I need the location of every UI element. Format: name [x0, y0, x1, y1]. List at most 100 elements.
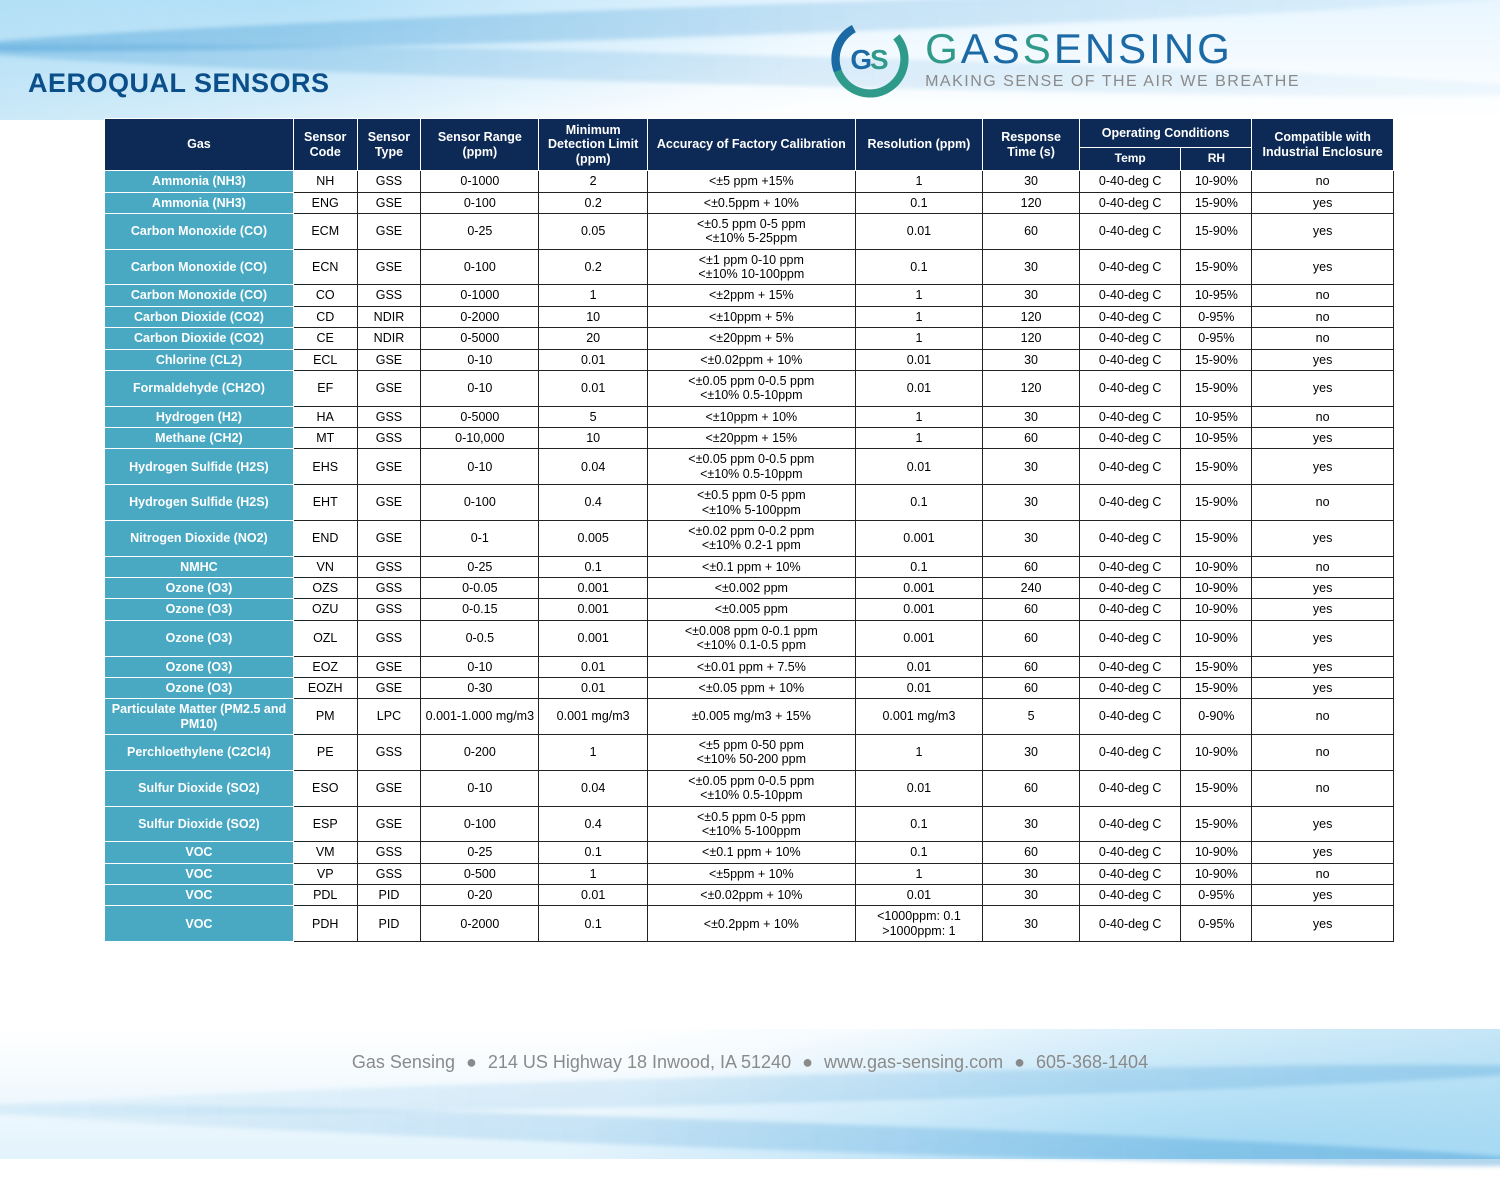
cell-resolution: 0.1: [855, 842, 982, 863]
cell-resolution: 1: [855, 428, 982, 449]
cell-enc: no: [1252, 699, 1394, 735]
cell-mdl: 0.1: [539, 906, 648, 942]
col-mdl: Minimum Detection Limit (ppm): [539, 119, 648, 171]
cell-response: 240: [983, 578, 1080, 599]
cell-response: 120: [983, 328, 1080, 349]
cell-accuracy: <±0.02ppm + 10%: [647, 349, 855, 370]
cell-type: GSS: [357, 842, 421, 863]
cell-range: 0-10,000: [421, 428, 539, 449]
cell-temp: 0-40-deg C: [1079, 192, 1181, 213]
cell-resolution: 0.1: [855, 806, 982, 842]
cell-rh: 0-95%: [1181, 885, 1252, 906]
cell-rh: 10-90%: [1181, 842, 1252, 863]
cell-code: EHS: [293, 449, 357, 485]
cell-range: 0-0.15: [421, 599, 539, 620]
cell-temp: 0-40-deg C: [1079, 306, 1181, 327]
table-row: Ozone (O3)OZSGSS0-0.050.001<±0.002 ppm0.…: [105, 578, 1394, 599]
cell-response: 60: [983, 656, 1080, 677]
cell-accuracy: <±2ppm + 15%: [647, 285, 855, 306]
cell-resolution: 1: [855, 171, 982, 192]
cell-temp: 0-40-deg C: [1079, 370, 1181, 406]
cell-code: HA: [293, 406, 357, 427]
cell-rh: 0-95%: [1181, 306, 1252, 327]
cell-mdl: 0.01: [539, 677, 648, 698]
cell-accuracy: <±0.5 ppm 0-5 ppm<±10% 5-25ppm: [647, 213, 855, 249]
cell-type: GSE: [357, 656, 421, 677]
logo-name: GASSENSING: [925, 28, 1300, 70]
cell-mdl: 0.01: [539, 885, 648, 906]
cell-mdl: 0.001 mg/m3: [539, 699, 648, 735]
cell-accuracy: <±0.01 ppm + 7.5%: [647, 656, 855, 677]
cell-type: NDIR: [357, 306, 421, 327]
table-row: Carbon Monoxide (CO)COGSS0-10001<±2ppm +…: [105, 285, 1394, 306]
cell-temp: 0-40-deg C: [1079, 285, 1181, 306]
cell-enc: yes: [1252, 520, 1394, 556]
cell-temp: 0-40-deg C: [1079, 599, 1181, 620]
cell-code: EHT: [293, 485, 357, 521]
cell-type: GSS: [357, 556, 421, 577]
cell-range: 0-2000: [421, 906, 539, 942]
cell-resolution: 0.001: [855, 599, 982, 620]
logo-mark-icon: G S: [829, 18, 911, 100]
footer-address: 214 US Highway 18 Inwood, IA 51240: [488, 1052, 791, 1072]
table-row: Perchloethylene (C2Cl4)PEGSS0-2001<±5 pp…: [105, 735, 1394, 771]
cell-range: 0-10: [421, 656, 539, 677]
cell-range: 0-10: [421, 349, 539, 370]
cell-response: 30: [983, 349, 1080, 370]
cell-mdl: 0.1: [539, 556, 648, 577]
cell-range: 0.001-1.000 mg/m3: [421, 699, 539, 735]
cell-gas: Sulfur Dioxide (SO2): [105, 770, 294, 806]
cell-rh: 10-90%: [1181, 556, 1252, 577]
cell-resolution: 0.01: [855, 677, 982, 698]
cell-rh: 0-95%: [1181, 328, 1252, 349]
cell-gas: VOC: [105, 885, 294, 906]
cell-accuracy: <±0.1 ppm + 10%: [647, 842, 855, 863]
table-row: VOCPDLPID0-200.01<±0.02ppm + 10%0.01300-…: [105, 885, 1394, 906]
cell-gas: VOC: [105, 906, 294, 942]
cell-accuracy: <±5 ppm +15%: [647, 171, 855, 192]
cell-code: ECL: [293, 349, 357, 370]
cell-code: ECM: [293, 213, 357, 249]
footer-background: [0, 1029, 1500, 1159]
cell-range: 0-25: [421, 213, 539, 249]
cell-type: GSE: [357, 677, 421, 698]
cell-accuracy: <±0.05 ppm 0-0.5 ppm<±10% 0.5-10ppm: [647, 770, 855, 806]
table-row: Ozone (O3)EOZHGSE0-300.01<±0.05 ppm + 10…: [105, 677, 1394, 698]
cell-resolution: 0.01: [855, 213, 982, 249]
cell-response: 30: [983, 249, 1080, 285]
cell-accuracy: <±0.05 ppm + 10%: [647, 677, 855, 698]
cell-accuracy: <±0.5 ppm 0-5 ppm<±10% 5-100ppm: [647, 485, 855, 521]
cell-response: 30: [983, 863, 1080, 884]
table-row: NMHCVNGSS0-250.1<±0.1 ppm + 10%0.1600-40…: [105, 556, 1394, 577]
cell-mdl: 10: [539, 428, 648, 449]
cell-resolution: <1000ppm: 0.1>1000ppm: 1: [855, 906, 982, 942]
cell-range: 0-100: [421, 192, 539, 213]
cell-gas: NMHC: [105, 556, 294, 577]
cell-mdl: 2: [539, 171, 648, 192]
cell-response: 30: [983, 485, 1080, 521]
table-row: Hydrogen Sulfide (H2S)EHTGSE0-1000.4<±0.…: [105, 485, 1394, 521]
cell-temp: 0-40-deg C: [1079, 213, 1181, 249]
cell-rh: 15-90%: [1181, 806, 1252, 842]
cell-enc: yes: [1252, 249, 1394, 285]
cell-temp: 0-40-deg C: [1079, 406, 1181, 427]
cell-type: GSE: [357, 520, 421, 556]
cell-gas: Ammonia (NH3): [105, 171, 294, 192]
table-row: Carbon Dioxide (CO2)CENDIR0-500020<±20pp…: [105, 328, 1394, 349]
cell-type: GSS: [357, 285, 421, 306]
cell-enc: yes: [1252, 806, 1394, 842]
cell-resolution: 1: [855, 863, 982, 884]
table-row: Ozone (O3)OZLGSS0-0.50.001<±0.008 ppm 0-…: [105, 620, 1394, 656]
cell-response: 30: [983, 735, 1080, 771]
cell-mdl: 0.04: [539, 449, 648, 485]
table-row: Carbon Monoxide (CO)ECNGSE0-1000.2<±1 pp…: [105, 249, 1394, 285]
cell-response: 60: [983, 213, 1080, 249]
cell-code: EOZ: [293, 656, 357, 677]
cell-resolution: 0.1: [855, 192, 982, 213]
cell-code: EF: [293, 370, 357, 406]
cell-gas: Hydrogen (H2): [105, 406, 294, 427]
cell-code: EOZH: [293, 677, 357, 698]
cell-enc: yes: [1252, 192, 1394, 213]
cell-resolution: 1: [855, 735, 982, 771]
cell-mdl: 0.001: [539, 620, 648, 656]
